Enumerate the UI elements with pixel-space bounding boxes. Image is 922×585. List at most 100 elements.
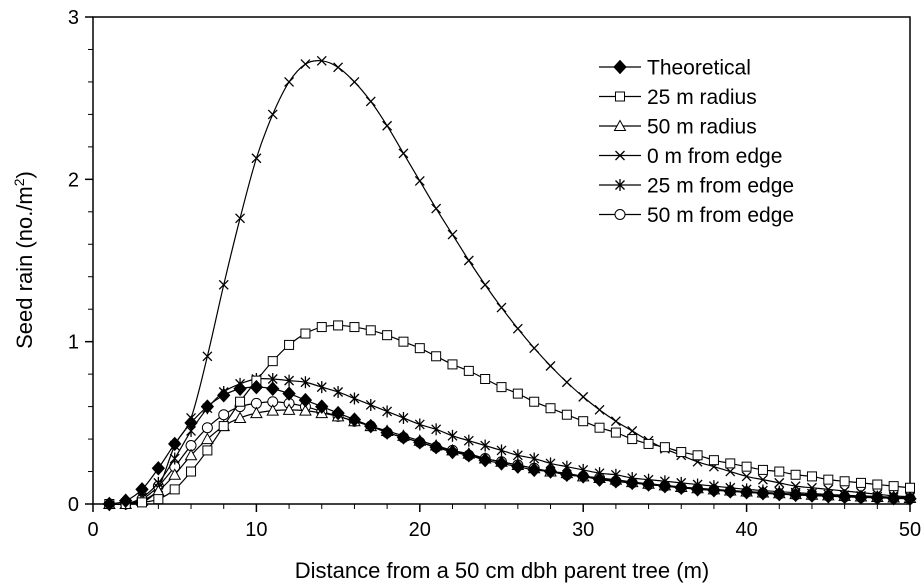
legend-label: 50 m radius bbox=[647, 116, 757, 139]
data-point bbox=[267, 109, 278, 120]
data-point bbox=[201, 422, 213, 434]
data-point bbox=[364, 418, 378, 434]
data-point bbox=[414, 343, 425, 354]
data-point bbox=[855, 477, 866, 488]
legend-item: 25 m radius bbox=[599, 86, 757, 109]
data-point bbox=[300, 328, 311, 339]
legend-item: 0 m from edge bbox=[599, 145, 782, 168]
data-point bbox=[316, 322, 327, 333]
data-point bbox=[168, 468, 182, 480]
data-point bbox=[872, 479, 883, 490]
data-point bbox=[135, 482, 149, 497]
data-point bbox=[496, 302, 507, 313]
data-point bbox=[169, 452, 180, 465]
y-axis-title-superscript: 2 bbox=[11, 178, 27, 186]
data-point bbox=[282, 386, 296, 401]
data-point bbox=[723, 484, 737, 499]
data-point bbox=[463, 365, 474, 376]
x-tick-label: 30 bbox=[572, 519, 594, 541]
legend-item: Theoretical bbox=[599, 57, 751, 80]
series-theoretical bbox=[102, 379, 917, 512]
x-tick-label: 10 bbox=[245, 519, 267, 541]
data-point bbox=[316, 381, 327, 394]
data-point bbox=[431, 423, 442, 436]
data-point bbox=[447, 429, 458, 442]
data-point bbox=[202, 445, 213, 456]
data-point bbox=[331, 405, 345, 421]
data-point bbox=[300, 59, 311, 70]
y-tick-label: 2 bbox=[68, 169, 79, 191]
data-point bbox=[201, 432, 214, 445]
data-point bbox=[674, 480, 688, 496]
data-point bbox=[905, 482, 915, 493]
data-point bbox=[349, 322, 360, 333]
data-point bbox=[429, 439, 443, 455]
data-point bbox=[480, 439, 491, 452]
legend-label: 0 m from edge bbox=[647, 145, 782, 168]
x-tick-label: 40 bbox=[735, 519, 757, 541]
legend-item: 50 m radius bbox=[599, 116, 757, 139]
data-point bbox=[480, 279, 491, 290]
data-point bbox=[725, 466, 736, 477]
data-point bbox=[823, 474, 834, 485]
data-point bbox=[365, 96, 376, 107]
data-point bbox=[463, 255, 474, 266]
data-point bbox=[380, 425, 394, 440]
data-point bbox=[561, 377, 572, 388]
y-tick-label: 1 bbox=[68, 332, 79, 354]
data-point bbox=[169, 484, 180, 495]
data-point bbox=[250, 406, 263, 419]
data-point bbox=[578, 416, 589, 427]
legend-label: 25 m radius bbox=[647, 86, 757, 109]
data-point bbox=[494, 456, 509, 471]
data-point bbox=[741, 471, 752, 482]
series-line bbox=[109, 386, 911, 505]
data-point bbox=[284, 76, 295, 87]
data-point bbox=[625, 475, 639, 491]
data-point bbox=[805, 488, 819, 503]
data-point bbox=[545, 361, 556, 371]
data-point bbox=[886, 491, 901, 506]
data-point bbox=[445, 444, 460, 460]
data-point bbox=[854, 490, 868, 505]
data-point bbox=[282, 403, 296, 415]
data-point bbox=[692, 450, 703, 461]
data-point bbox=[641, 477, 656, 492]
y-axis-title: Seed rain (no./m2) bbox=[11, 171, 37, 349]
data-point bbox=[137, 497, 148, 508]
data-point bbox=[431, 351, 442, 362]
legend-marker bbox=[615, 91, 625, 102]
legend-label: 50 m from edge bbox=[647, 204, 794, 227]
data-point bbox=[347, 412, 362, 427]
plot-frame bbox=[92, 16, 911, 505]
data-point bbox=[529, 396, 540, 407]
data-point bbox=[218, 409, 230, 421]
data-point bbox=[333, 385, 344, 398]
data-point bbox=[658, 478, 672, 494]
data-point bbox=[316, 55, 327, 66]
data-point bbox=[218, 421, 229, 432]
data-point bbox=[807, 482, 817, 493]
data-point bbox=[202, 351, 213, 362]
x-tick-label: 20 bbox=[409, 519, 431, 541]
data-point bbox=[739, 485, 754, 500]
data-point bbox=[561, 409, 572, 420]
data-point bbox=[527, 462, 541, 478]
legend-item: 25 m from edge bbox=[599, 175, 794, 198]
data-point bbox=[413, 435, 427, 450]
data-point bbox=[610, 427, 621, 438]
x-tick-label: 50 bbox=[899, 519, 921, 541]
data-point bbox=[235, 213, 246, 224]
data-point bbox=[592, 472, 607, 487]
series-line bbox=[109, 409, 911, 505]
legend-marker bbox=[613, 119, 627, 131]
data-point bbox=[496, 444, 507, 457]
data-point bbox=[398, 148, 409, 159]
data-point bbox=[821, 488, 835, 504]
data-point bbox=[512, 388, 523, 399]
data-point bbox=[398, 336, 409, 347]
data-point bbox=[756, 486, 770, 501]
legend-label: 25 m from edge bbox=[647, 175, 794, 198]
data-point bbox=[447, 359, 458, 370]
data-point bbox=[560, 467, 574, 483]
